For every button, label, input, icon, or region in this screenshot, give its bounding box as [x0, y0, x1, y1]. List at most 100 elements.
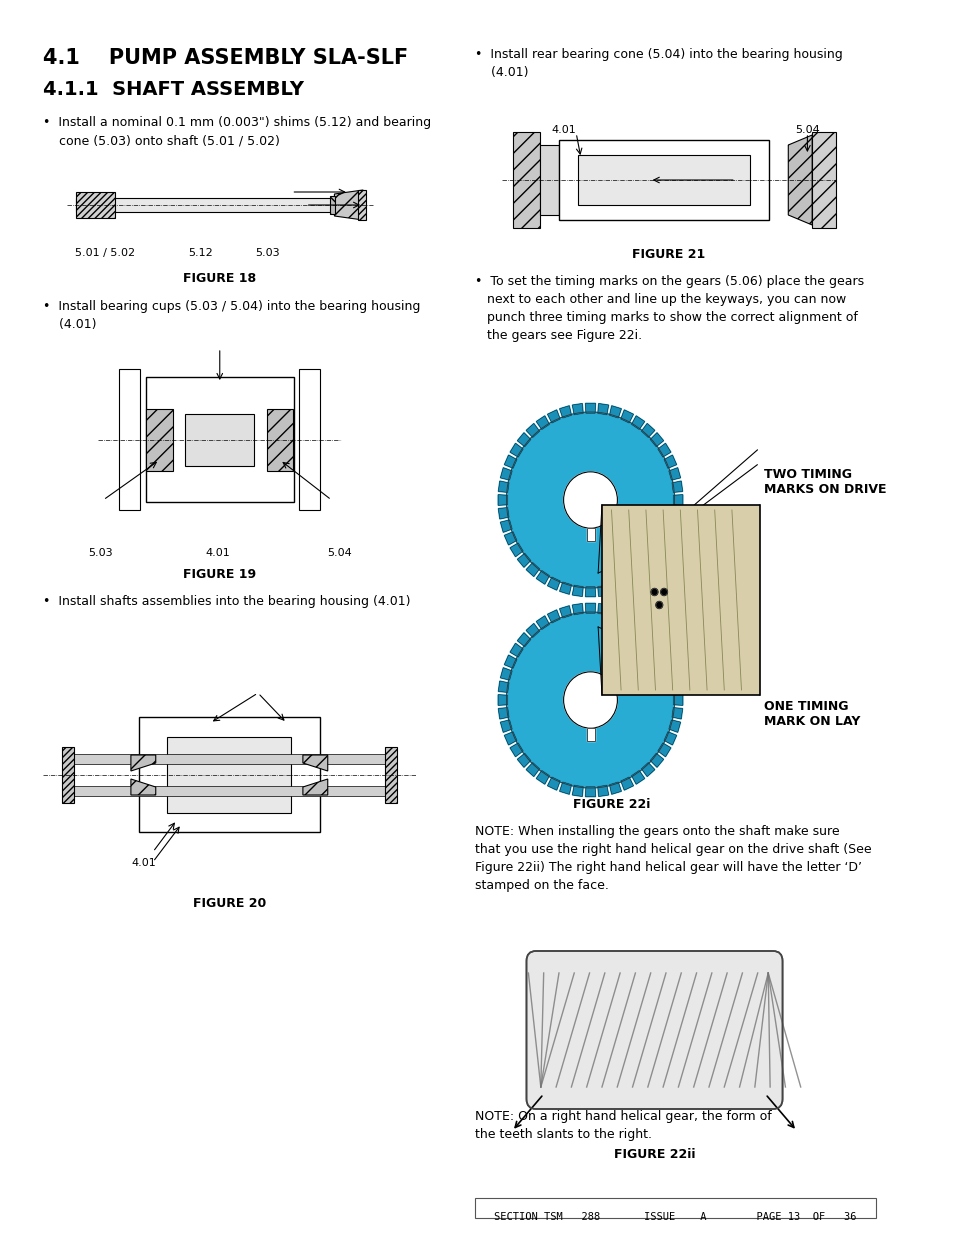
Bar [119, 369, 140, 510]
Text: NOTE: On a right hand helical gear, the form of
the teeth slants to the right.: NOTE: On a right hand helical gear, the … [475, 1110, 771, 1141]
Polygon shape [658, 443, 670, 457]
Polygon shape [536, 416, 549, 430]
Polygon shape [673, 495, 682, 505]
Polygon shape [504, 532, 517, 545]
Text: •  Install shafts assemblies into the bearing housing (4.01): • Install shafts assemblies into the bea… [43, 595, 410, 608]
Polygon shape [609, 406, 620, 417]
Text: 4.01: 4.01 [551, 125, 576, 135]
Polygon shape [663, 454, 676, 468]
Polygon shape [598, 785, 608, 797]
Bar [385, 747, 396, 803]
Bar [578, 156, 749, 205]
Text: FIGURE 22i: FIGURE 22i [572, 798, 650, 811]
Text: FIGURE 22ii: FIGURE 22ii [613, 1149, 695, 1161]
Polygon shape [517, 632, 530, 647]
Circle shape [563, 672, 617, 729]
Text: NOTE: When installing the gears onto the shaft make sure
that you use the right : NOTE: When installing the gears onto the… [475, 825, 871, 892]
Text: 4.01: 4.01 [132, 858, 156, 868]
Polygon shape [302, 755, 328, 771]
Polygon shape [504, 655, 517, 668]
Circle shape [660, 589, 667, 595]
Polygon shape [547, 610, 559, 622]
Polygon shape [663, 732, 676, 745]
Polygon shape [572, 404, 582, 415]
Bar [586, 529, 595, 541]
Polygon shape [559, 782, 571, 794]
Polygon shape [559, 606, 571, 618]
Polygon shape [526, 624, 539, 637]
Polygon shape [572, 604, 582, 615]
Bar [358, 190, 366, 220]
Polygon shape [335, 190, 363, 220]
Polygon shape [658, 643, 670, 657]
Polygon shape [673, 695, 682, 705]
Polygon shape [620, 777, 633, 790]
Polygon shape [668, 720, 679, 732]
Polygon shape [671, 508, 682, 519]
Polygon shape [609, 606, 620, 618]
Polygon shape [131, 779, 155, 795]
Polygon shape [547, 410, 559, 422]
Polygon shape [510, 743, 522, 757]
Bar [167, 737, 291, 813]
Polygon shape [504, 732, 517, 745]
Polygon shape [585, 587, 595, 597]
Circle shape [506, 613, 674, 788]
Bar [298, 369, 320, 510]
Polygon shape [663, 655, 676, 668]
Text: 5.12: 5.12 [188, 248, 213, 258]
Polygon shape [572, 585, 582, 597]
Polygon shape [640, 624, 654, 637]
Polygon shape [650, 632, 663, 647]
Polygon shape [547, 577, 559, 590]
Circle shape [563, 472, 617, 529]
Text: 5.03: 5.03 [88, 548, 112, 558]
Bar [586, 529, 595, 541]
Polygon shape [585, 787, 595, 797]
Polygon shape [497, 708, 509, 719]
Polygon shape [663, 532, 676, 545]
Text: FIGURE 21: FIGURE 21 [632, 248, 704, 261]
Polygon shape [787, 135, 811, 225]
Polygon shape [510, 643, 522, 657]
Polygon shape [631, 416, 644, 430]
Polygon shape [559, 582, 571, 594]
Polygon shape [658, 543, 670, 557]
Polygon shape [620, 410, 633, 422]
Text: •  Install a nominal 0.1 mm (0.003") shims (5.12) and bearing
    cone (5.03) on: • Install a nominal 0.1 mm (0.003") shim… [43, 116, 431, 147]
Polygon shape [609, 582, 620, 594]
Text: 5.04: 5.04 [794, 125, 819, 135]
Bar [138, 718, 320, 832]
Text: 4.1    PUMP ASSEMBLY SLA-SLF: 4.1 PUMP ASSEMBLY SLA-SLF [43, 48, 408, 68]
Polygon shape [302, 779, 328, 795]
Bar [76, 198, 363, 212]
Text: 4.01: 4.01 [205, 548, 230, 558]
Polygon shape [500, 668, 512, 680]
Bar [475, 1198, 875, 1218]
Bar [586, 729, 595, 741]
Polygon shape [671, 482, 682, 493]
Bar [67, 755, 392, 764]
Circle shape [656, 601, 662, 609]
Polygon shape [497, 508, 509, 519]
Text: 5.03: 5.03 [255, 248, 279, 258]
Polygon shape [497, 695, 507, 705]
FancyBboxPatch shape [526, 951, 781, 1109]
Polygon shape [650, 753, 663, 767]
Polygon shape [668, 520, 679, 532]
Bar [146, 409, 172, 471]
Polygon shape [598, 604, 608, 615]
Text: •  Install bearing cups (5.03 / 5.04) into the bearing housing
    (4.01): • Install bearing cups (5.03 / 5.04) int… [43, 300, 420, 331]
Polygon shape [536, 771, 549, 784]
Polygon shape [671, 708, 682, 719]
Bar [539, 144, 558, 215]
Polygon shape [631, 616, 644, 630]
Text: FIGURE 20: FIGURE 20 [193, 897, 266, 910]
Polygon shape [526, 424, 539, 437]
Text: FIGURE 18: FIGURE 18 [183, 272, 256, 285]
Text: FIGURE 19: FIGURE 19 [183, 568, 256, 580]
Text: TWO TIMING
MARKS ON DRIVE: TWO TIMING MARKS ON DRIVE [763, 468, 886, 496]
Polygon shape [559, 406, 571, 417]
Polygon shape [631, 571, 644, 584]
Polygon shape [620, 577, 633, 590]
